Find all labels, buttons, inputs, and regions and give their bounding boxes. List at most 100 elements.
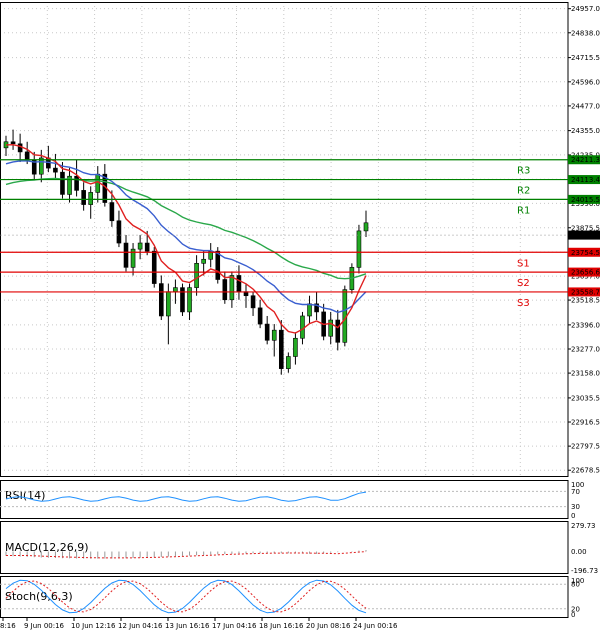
level-price-label: 24113.4	[571, 176, 600, 184]
candle-body	[151, 250, 157, 284]
candle[interactable]	[257, 299, 263, 329]
macd-title: MACD(12,26,9)	[5, 541, 89, 554]
candle-body	[201, 258, 206, 264]
level-price-box	[568, 247, 600, 257]
time-tick-label: 20 Jun 08:16	[306, 622, 351, 630]
candle-body	[53, 167, 58, 173]
macd-tick-label: -196.73	[571, 567, 598, 575]
candle-body	[60, 171, 65, 195]
macd-histogram	[5, 550, 367, 559]
candle[interactable]	[116, 210, 122, 248]
candle-body	[109, 202, 115, 222]
candle-body	[271, 329, 277, 341]
candle[interactable]	[264, 315, 270, 345]
stoch-tick-label: 80	[571, 581, 580, 589]
candle-body	[286, 356, 291, 369]
candle[interactable]	[335, 309, 341, 351]
level-price-label: 24211.3	[571, 156, 600, 164]
current-price-box	[568, 230, 600, 240]
time-tick-label: 10 Jun 12:16	[71, 622, 116, 630]
candle[interactable]	[67, 168, 72, 203]
level-price-box	[568, 175, 600, 185]
candle-body	[24, 151, 30, 161]
current-price-label: 23839.3	[571, 232, 600, 240]
candle-body	[166, 291, 171, 317]
candle[interactable]	[10, 129, 16, 150]
candle[interactable]	[130, 243, 136, 276]
candle-body	[257, 307, 263, 325]
candle-body	[67, 175, 72, 195]
price-tick-label: 24838.0	[571, 29, 600, 37]
price-tick-label: 24355.0	[571, 127, 600, 135]
rsi-line	[5, 491, 367, 502]
level-name-r2: R2	[517, 186, 530, 197]
stoch-k-line	[5, 579, 367, 614]
candle-body	[158, 283, 164, 317]
time-tick-label: 13 Jun 16:16	[165, 622, 210, 630]
price-tick-label: 24596.0	[571, 78, 600, 86]
candle-body	[264, 323, 270, 341]
candle[interactable]	[123, 234, 129, 272]
candle[interactable]	[74, 160, 79, 197]
price-tick-label: 22797.5	[571, 443, 600, 451]
candle[interactable]	[137, 234, 143, 260]
price-tick-label: 23518.5	[571, 297, 600, 305]
candle[interactable]	[278, 320, 284, 375]
candle-body	[173, 287, 178, 292]
candle[interactable]	[187, 283, 192, 321]
candle[interactable]	[271, 324, 277, 357]
candle-body	[10, 141, 16, 145]
candle[interactable]	[328, 311, 334, 345]
candle[interactable]	[53, 153, 58, 179]
candle[interactable]	[151, 247, 157, 288]
candle[interactable]	[158, 275, 164, 321]
candle[interactable]	[81, 182, 86, 211]
candle[interactable]	[201, 251, 206, 276]
candle-body	[236, 275, 242, 292]
stoch-tick-label: 100	[571, 577, 584, 585]
candle-body	[314, 303, 319, 313]
macd-tick-label: 0.00	[571, 548, 587, 556]
level-price-label: 23656.6	[571, 269, 600, 277]
candle-body	[307, 303, 312, 317]
levels: R3 24211.3 R2 24113.4 R1 24015.5 S1 23754.5 S2 23…	[0, 155, 600, 309]
candle[interactable]	[293, 332, 298, 365]
time-tick-label: 18 Jun 16:16	[259, 622, 304, 630]
candle-body	[363, 222, 369, 232]
candle[interactable]	[363, 210, 369, 237]
candle[interactable]	[109, 190, 115, 227]
ma-blue-line	[5, 160, 367, 314]
level-name-r3: R3	[517, 166, 530, 177]
candle[interactable]	[250, 291, 256, 316]
candle-body	[194, 263, 199, 288]
level-price-box	[568, 267, 600, 277]
stoch-tick-label: 20	[571, 605, 580, 613]
candle-body	[222, 279, 228, 301]
price-tick-label: 23035.5	[571, 394, 600, 402]
candle[interactable]	[356, 224, 362, 274]
candle-body	[187, 287, 192, 313]
rsi-tick-label: 100	[571, 481, 584, 489]
rsi-tick-label: 0	[571, 512, 575, 520]
price-tick-label: 23396.0	[571, 321, 600, 329]
candle[interactable]	[88, 186, 94, 219]
level-name-s1: S1	[517, 258, 530, 269]
candle-body	[278, 329, 284, 369]
time-axis: 8:16 9 Jun 00:16 10 Jun 12:16 12 Jun 04:16 1…	[0, 617, 398, 630]
candle[interactable]	[286, 352, 291, 373]
candle-body	[88, 192, 94, 205]
candle-body	[130, 248, 136, 268]
rsi-panel-frame	[0, 480, 569, 519]
candle-body	[137, 242, 143, 250]
time-tick-label: 8:16	[0, 622, 16, 630]
macd-tick-label: 279.73	[571, 522, 596, 530]
level-price-label: 23558.7	[571, 288, 600, 296]
candle-body	[123, 242, 129, 268]
candle[interactable]	[194, 255, 199, 296]
level-name-s3: S3	[517, 298, 530, 309]
macd-signal-line	[6, 551, 367, 559]
rsi-tick-label: 70	[571, 488, 580, 496]
price-tick-label: 23875.5	[571, 224, 600, 232]
candle[interactable]	[180, 283, 185, 316]
